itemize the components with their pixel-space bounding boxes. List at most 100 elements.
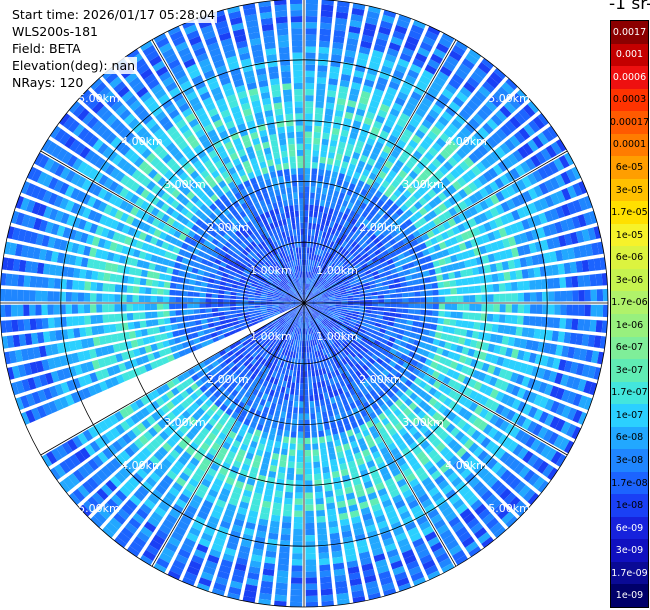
- ray-cell: [77, 108, 90, 122]
- ray-cell: [519, 232, 528, 244]
- ray-cell: [487, 253, 496, 263]
- ray-cell: [555, 206, 565, 219]
- ray-cell: [250, 217, 258, 226]
- ray-cell: [318, 211, 323, 219]
- ray-cell: [397, 240, 405, 248]
- ray-cell: [305, 577, 318, 584]
- ray-cell: [157, 221, 166, 230]
- ray-cell: [192, 233, 201, 241]
- ray-cell: [417, 226, 426, 235]
- ray-cell: [323, 225, 329, 233]
- ray-cell: [369, 284, 377, 289]
- ray-cell: [304, 449, 312, 457]
- ray-cell: [379, 150, 389, 160]
- ray-cell: [172, 330, 180, 338]
- ray-cell: [337, 283, 344, 288]
- ray-cell: [92, 259, 101, 270]
- ray-cell: [405, 102, 416, 112]
- ray-cell: [96, 124, 108, 137]
- ray-cell: [424, 64, 437, 75]
- ray-cell: [373, 237, 381, 245]
- ray-cell: [47, 277, 55, 289]
- ray-cell: [511, 293, 519, 302]
- ray-cell: [313, 137, 321, 145]
- ray-cell: [365, 111, 376, 120]
- ray-cell: [234, 222, 242, 230]
- ray-cell: [323, 265, 328, 272]
- ray-cell: [129, 99, 142, 112]
- ray-cell: [295, 382, 300, 390]
- ray-cell: [321, 187, 328, 195]
- ray-cell: [363, 282, 370, 287]
- ray-cell: [77, 127, 90, 141]
- ray-cell: [285, 269, 290, 276]
- ray-cell: [475, 236, 485, 246]
- ray-cell: [293, 279, 297, 286]
- ray-cell: [295, 125, 303, 132]
- ray-cell: [321, 594, 334, 602]
- ray-cell: [164, 251, 173, 259]
- ray-cell: [257, 207, 264, 215]
- ray-cell: [337, 224, 343, 232]
- ray-cell: [593, 226, 601, 240]
- ray-cell: [296, 228, 301, 236]
- ray-cell: [433, 243, 442, 252]
- ray-cell: [445, 83, 458, 95]
- ray-cell: [337, 91, 348, 100]
- ray-cell: [476, 108, 489, 121]
- ray-cell: [141, 113, 153, 125]
- ray-cell: [214, 198, 223, 207]
- ray-cell: [317, 71, 327, 78]
- ray-cell: [317, 268, 321, 275]
- ray-cell: [285, 113, 294, 121]
- ray-cell: [229, 270, 237, 277]
- ray-cell: [246, 220, 254, 228]
- ray-cell: [578, 289, 585, 302]
- ray-cell: [489, 180, 500, 192]
- ray-cell: [114, 294, 121, 302]
- ray-cell: [354, 236, 362, 244]
- ray-cell: [414, 291, 421, 297]
- ray-cell: [395, 208, 404, 217]
- ray-cell: [185, 201, 195, 210]
- ray-cell: [170, 253, 178, 261]
- ray-cell: [189, 96, 201, 107]
- ray-cell: [293, 235, 298, 242]
- ray-cell: [232, 157, 241, 167]
- ray-cell: [514, 164, 526, 177]
- ray-cell: [384, 160, 394, 169]
- ray-cell: [333, 408, 340, 416]
- ray-cell: [352, 288, 359, 293]
- ray-cell: [328, 208, 334, 215]
- ray-cell: [291, 559, 303, 566]
- ray-cell: [409, 63, 422, 74]
- ray-cell: [211, 238, 220, 246]
- ray-cell: [318, 269, 323, 276]
- ray-cell: [415, 176, 425, 186]
- ray-cell: [362, 226, 370, 234]
- ray-cell: [270, 242, 276, 250]
- ray-cell: [304, 295, 306, 302]
- ray-cell: [326, 441, 334, 449]
- ray-cell: [270, 196, 277, 204]
- ray-cell: [466, 169, 477, 180]
- ray-cell: [97, 188, 108, 200]
- ray-cell: [470, 95, 483, 107]
- ray-cell: [321, 264, 326, 271]
- ray-cell: [272, 96, 282, 104]
- ray-cell: [382, 212, 391, 220]
- ray-cell: [275, 588, 288, 596]
- ray-cell: [359, 128, 369, 137]
- ray-cell: [203, 240, 211, 248]
- ray-cell: [304, 383, 309, 390]
- ray-cell: [157, 93, 170, 105]
- ray-cell: [398, 231, 407, 239]
- ray-cell: [305, 289, 308, 296]
- ray-cell: [235, 299, 243, 303]
- ray-cell: [426, 290, 433, 296]
- ray-cell: [575, 260, 584, 273]
- ray-cell: [273, 240, 279, 248]
- ray-cell: [320, 278, 326, 284]
- ray-cell: [353, 294, 360, 298]
- ray-cell: [206, 189, 215, 198]
